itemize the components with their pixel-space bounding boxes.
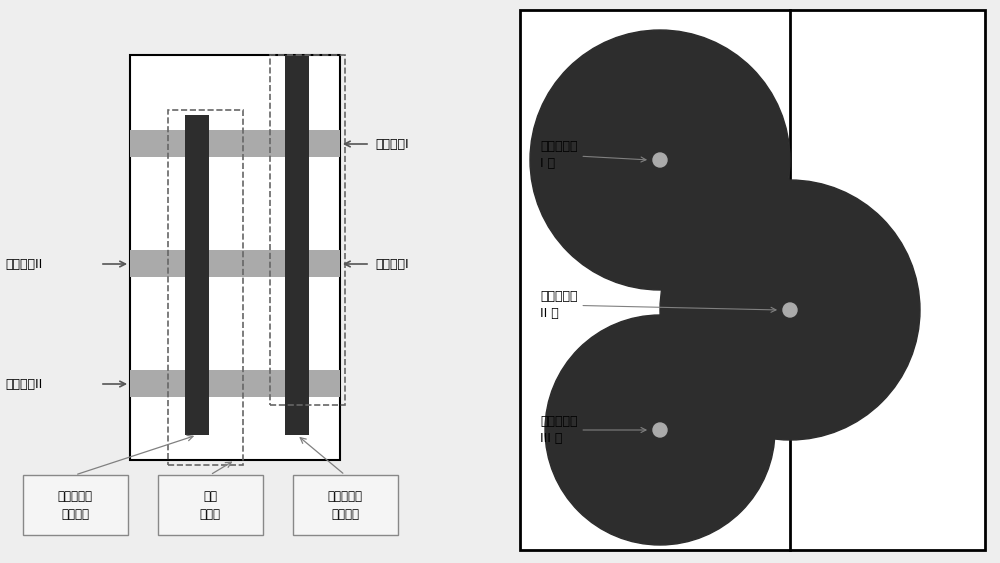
Circle shape [660,180,920,440]
Bar [292,475,398,535]
Circle shape [783,303,797,317]
Text: 被测齿轮组
I 轴: 被测齿轮组 I 轴 [540,140,646,170]
Bar [520,10,985,550]
Bar [130,130,340,157]
Bar [130,250,340,277]
Bar [22,475,128,535]
Circle shape [653,423,667,437]
Bar [130,370,340,397]
Bar [185,115,209,435]
Circle shape [653,153,667,167]
Bar [168,110,243,465]
Text: 第二对被测
试验齿轮: 第二对被测 试验齿轮 [58,489,92,521]
Text: 从动齿轮II: 从动齿轮II [5,378,42,391]
Bar [270,55,345,405]
Text: 主动齿轮II: 主动齿轮II [5,257,42,270]
Bar [285,55,309,435]
Text: 被测齿轮组
II 轴: 被测齿轮组 II 轴 [540,290,776,320]
Text: 主动齿轮I: 主动齿轮I [375,137,409,150]
Bar [158,475,262,535]
Text: 试验
齿轮箱: 试验 齿轮箱 [200,489,220,521]
Text: 从动齿轮I: 从动齿轮I [375,257,409,270]
Text: 被测齿轮组
III 轴: 被测齿轮组 III 轴 [540,415,646,445]
Text: 第一对被测
试验齿轮: 第一对被测 试验齿轮 [328,489,362,521]
Bar [130,55,340,460]
Circle shape [545,315,775,545]
Circle shape [530,30,790,290]
